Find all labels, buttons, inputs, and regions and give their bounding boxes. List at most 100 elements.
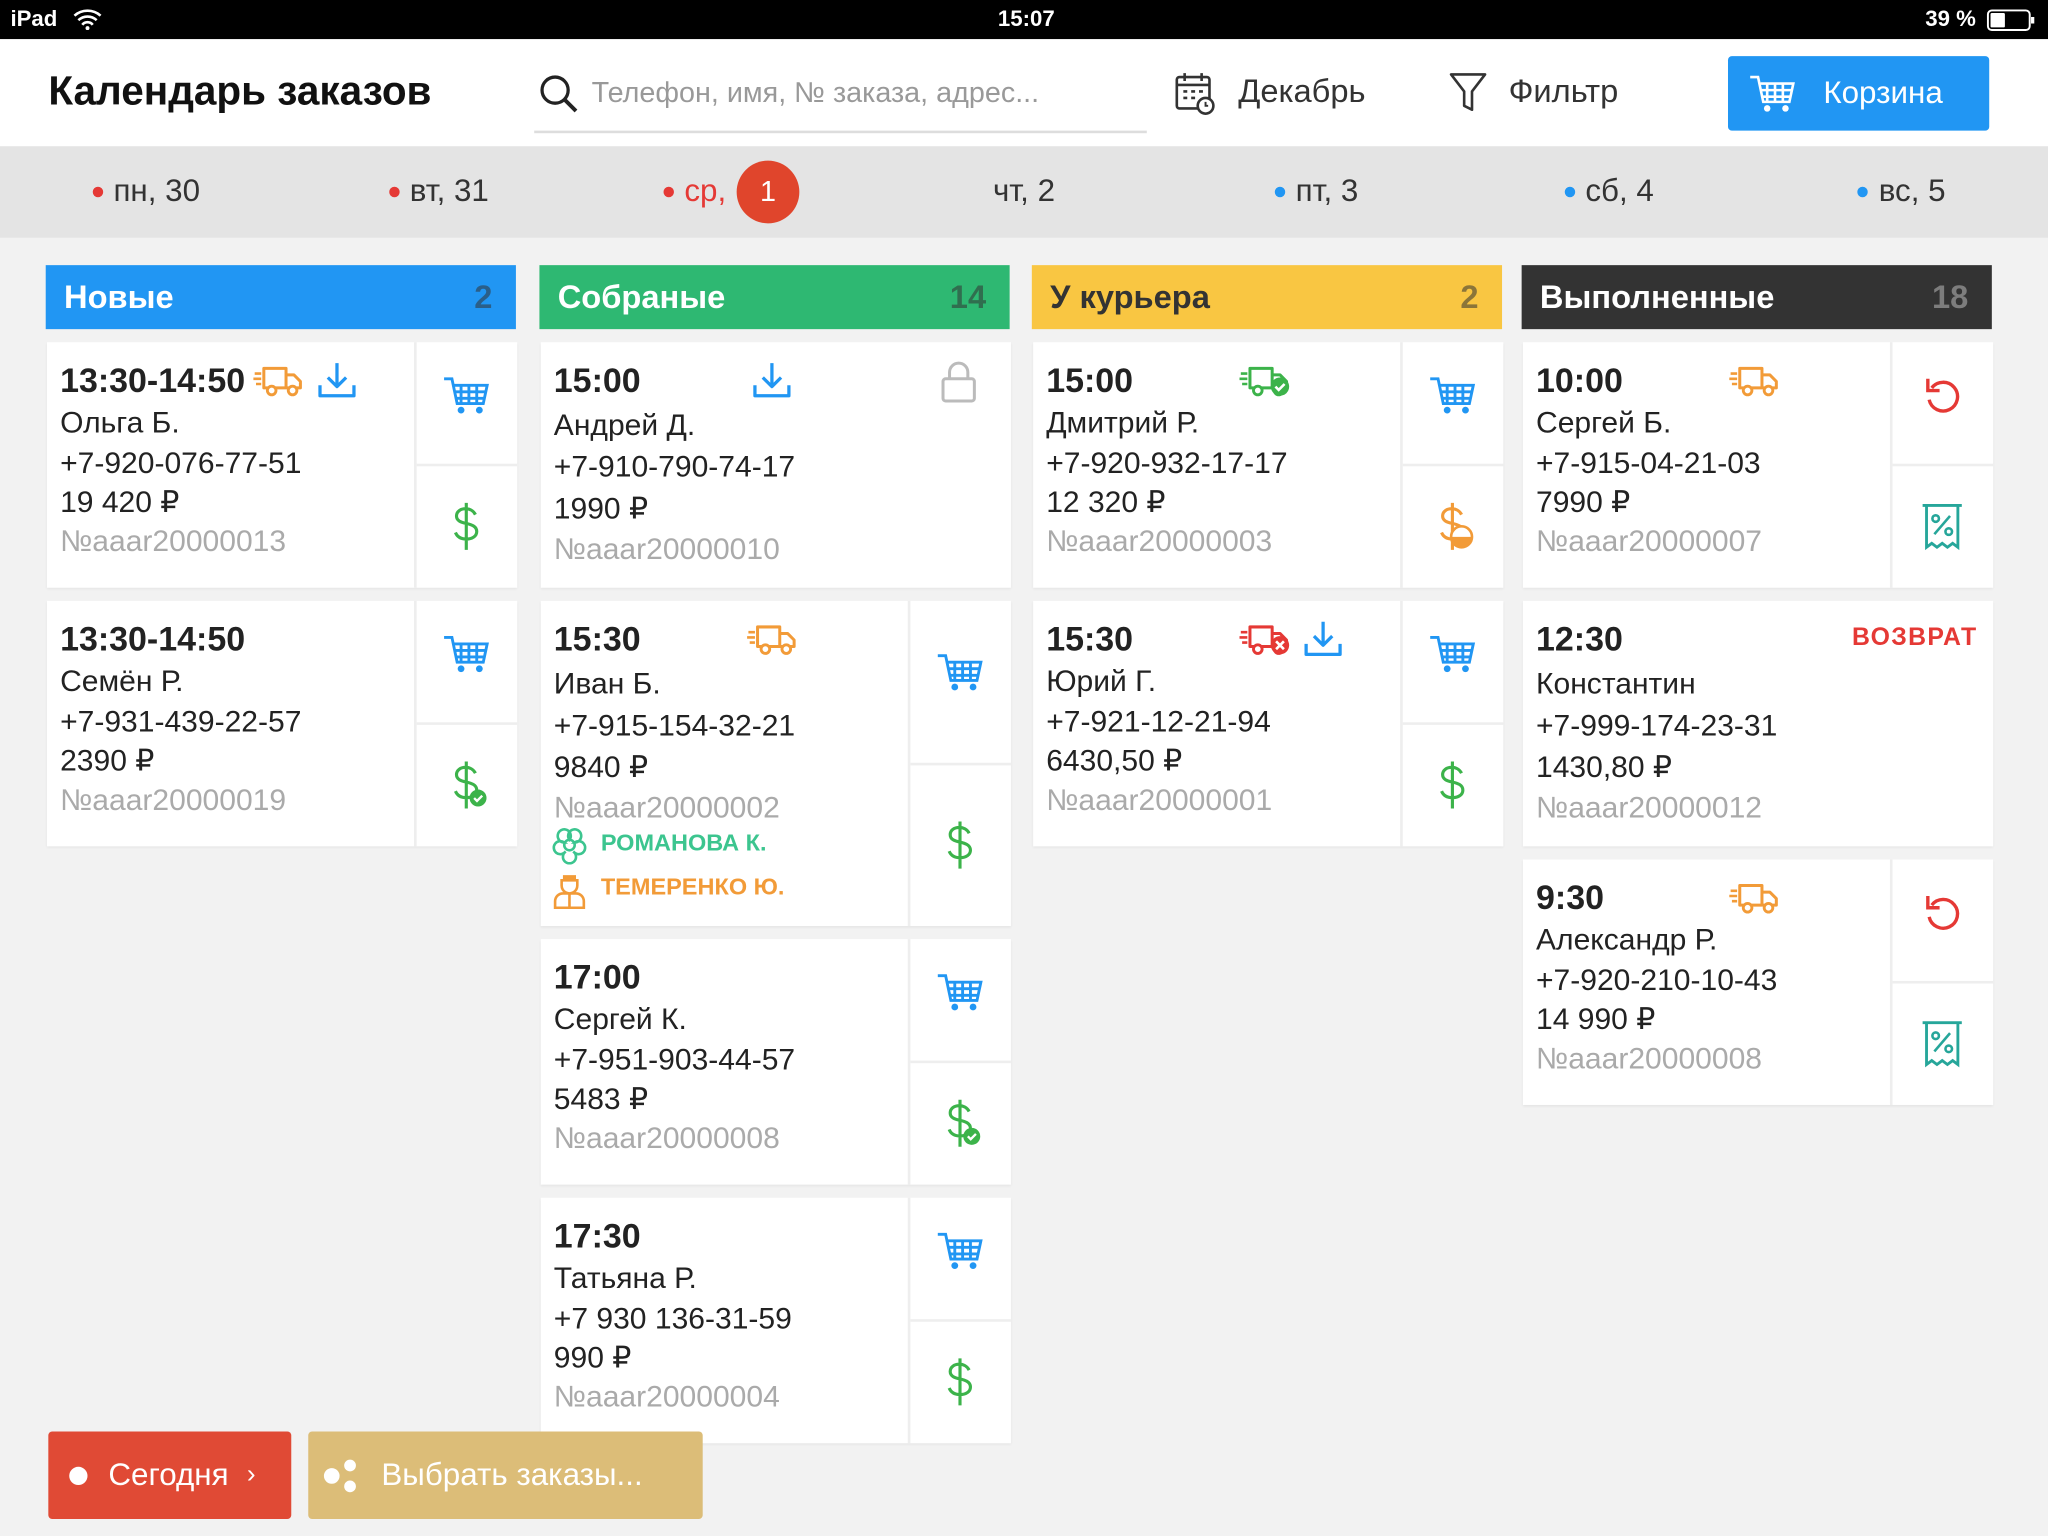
icon-shape xyxy=(1927,898,1960,931)
order-card[interactable]: 10:00 Сергей Б. +7-915-04-21-03 7990 ₽ №aaar… xyxy=(1522,342,1994,588)
order-card[interactable]: 17:00 Сергей К. +7-951-903-44-57 5483 ₽ №aaa… xyxy=(540,939,1011,1185)
icon-shape xyxy=(1440,761,1465,809)
cart-icon[interactable] xyxy=(443,633,490,677)
today-arrow: › xyxy=(246,1460,256,1489)
return-icon[interactable] xyxy=(1921,893,1963,935)
return-icon[interactable] xyxy=(1921,375,1963,417)
dollar-icon[interactable] xyxy=(443,500,490,552)
action-divider xyxy=(1892,463,1994,467)
coin-icon[interactable] xyxy=(1429,500,1476,552)
wifi-icon xyxy=(73,9,102,31)
day-tab[interactable]: ср, 1 xyxy=(585,146,878,237)
dollar-check-icon[interactable] xyxy=(443,759,490,811)
icon-shape xyxy=(951,1262,959,1270)
icon-shape xyxy=(262,366,302,390)
customer-name: Сергей К. xyxy=(553,1001,687,1036)
icon-shape xyxy=(1183,90,1203,100)
day-tab[interactable]: вс, 5 xyxy=(1755,146,2048,237)
day-label: сб, 4 xyxy=(1585,173,1654,209)
cart-icon[interactable] xyxy=(936,650,983,694)
icon-shape xyxy=(344,1458,356,1471)
today-button[interactable]: Сегодня › xyxy=(48,1431,292,1520)
dollar-icon[interactable] xyxy=(1429,759,1476,811)
order-card[interactable]: 17:30 Татьяна Р. +7 930 136-31-59 990 ₽ №aaa… xyxy=(540,1197,1011,1444)
order-card[interactable]: 15:00 Андрей Д. +7-910-790-74-17 1990 ₽ №aaa… xyxy=(540,342,1011,588)
filter-icon[interactable] xyxy=(1447,71,1489,115)
icon-shape xyxy=(1430,636,1476,665)
order-card[interactable]: 15:00 Дмитрий Р. +7-920-932-17-17 12 320 ₽ №… xyxy=(1033,342,1504,588)
dollar-icon[interactable] xyxy=(936,819,983,871)
month-selector[interactable]: Декабрь xyxy=(1238,73,1366,110)
customer-name: Андрей Д. xyxy=(553,406,696,441)
order-card[interactable]: 9:30 Александр Р. +7-920-210-10-43 14 990 ₽… xyxy=(1522,859,1994,1105)
order-time: 15:30 xyxy=(553,619,641,659)
cart-icon[interactable] xyxy=(936,971,983,1015)
truck-check-icon xyxy=(1239,366,1290,397)
icon-shape xyxy=(1931,513,1941,524)
order-number: №aaar20000004 xyxy=(553,1379,780,1414)
order-time: 13:30-14:50 xyxy=(60,619,246,659)
order-card[interactable]: 13:30-14:50 Семён Р. +7-931-439-22-57 2390 … xyxy=(47,600,518,847)
icon-shape xyxy=(1933,515,1952,536)
order-time: 10:00 xyxy=(1535,360,1623,400)
day-tab[interactable]: чт, 2 xyxy=(878,146,1171,237)
customer-phone: +7 930 136-31-59 xyxy=(553,1300,792,1335)
order-card[interactable]: 15:30 Юрий Г. +7-921-12-21-94 6430,50 ₽ №aaa… xyxy=(1033,600,1504,847)
day-tab[interactable]: пт, 3 xyxy=(1170,146,1463,237)
today-dot xyxy=(69,1466,88,1485)
order-card[interactable]: 13:30-14:50 Ольга Б. +7-920-076-77-51 19 42… xyxy=(47,342,518,588)
icon-shape xyxy=(1990,13,2005,28)
cart-icon[interactable] xyxy=(1429,633,1476,677)
customer-phone: +7-999-174-23-31 xyxy=(1535,708,1778,743)
header: Календарь заказов Телефон, имя, № заказа… xyxy=(0,39,2048,147)
customer-phone: +7-920-932-17-17 xyxy=(1046,445,1288,480)
customer-phone: +7-920-076-77-51 xyxy=(60,445,302,480)
day-tab[interactable]: вт, 31 xyxy=(293,146,586,237)
select-orders-button[interactable]: Выбрать заказы... xyxy=(308,1431,703,1520)
day-strip: пн, 30 вт, 31 ср, 1 чт, 2 пт, 3 сб, 4 вс, 5 xyxy=(0,146,2048,238)
icon-shape xyxy=(967,1133,977,1141)
search-field[interactable]: Телефон, имя, № заказа, адрес... xyxy=(534,57,1147,134)
select-label: Выбрать заказы... xyxy=(381,1456,643,1493)
courier-name: ТЕМЕРЕНКО Ю. xyxy=(600,873,785,900)
icon-shape xyxy=(1944,527,1954,537)
day-badge: 1 xyxy=(736,160,800,224)
cart-button[interactable]: Корзина xyxy=(1727,56,1990,131)
dollar-check-icon[interactable] xyxy=(936,1097,983,1149)
customer-phone: +7-910-790-74-17 xyxy=(553,449,796,484)
order-card[interactable]: 15:30 Иван Б. +7-915-154-32-21 9840 ₽ №aaar2… xyxy=(540,600,1011,927)
icon-shape xyxy=(1274,383,1286,392)
dollar-icon[interactable] xyxy=(936,1356,983,1408)
florist-name: РОМАНОВА К. xyxy=(600,829,767,856)
icon-shape xyxy=(1750,75,1795,103)
icon-shape xyxy=(951,683,959,691)
icon-shape xyxy=(1729,889,1738,903)
action-divider xyxy=(1889,342,1893,588)
icon-shape xyxy=(1451,536,1472,548)
customer-name: Семён Р. xyxy=(60,663,184,698)
order-number: №aaar20000001 xyxy=(1046,782,1273,817)
icon-shape xyxy=(562,875,576,881)
receipt-icon[interactable] xyxy=(1919,502,1966,552)
icon-shape xyxy=(475,665,483,673)
receipt-icon[interactable] xyxy=(1919,1019,1966,1069)
order-card[interactable]: 12:30 Константин +7-999-174-23-31 1430,80 ₽… xyxy=(1522,600,1994,847)
calendar-icon[interactable] xyxy=(1173,71,1217,115)
download-icon xyxy=(753,363,791,398)
cart-icon[interactable] xyxy=(936,1230,983,1274)
day-tab[interactable]: пн, 30 xyxy=(0,146,293,237)
action-divider xyxy=(1400,600,1403,847)
day-dot xyxy=(1857,186,1869,198)
day-tab[interactable]: сб, 4 xyxy=(1463,146,1756,237)
cart-icon[interactable] xyxy=(443,374,490,418)
icon-shape xyxy=(756,625,796,649)
download-icon xyxy=(318,363,356,398)
order-amount: 14 990 ₽ xyxy=(1535,1001,1656,1036)
icon-shape xyxy=(1462,407,1469,414)
filter-button[interactable]: Фильтр xyxy=(1508,73,1619,110)
cart-icon[interactable] xyxy=(1429,374,1476,418)
truck-icon xyxy=(253,366,302,397)
icon-shape xyxy=(457,665,465,673)
column-count: 2 xyxy=(474,279,493,317)
